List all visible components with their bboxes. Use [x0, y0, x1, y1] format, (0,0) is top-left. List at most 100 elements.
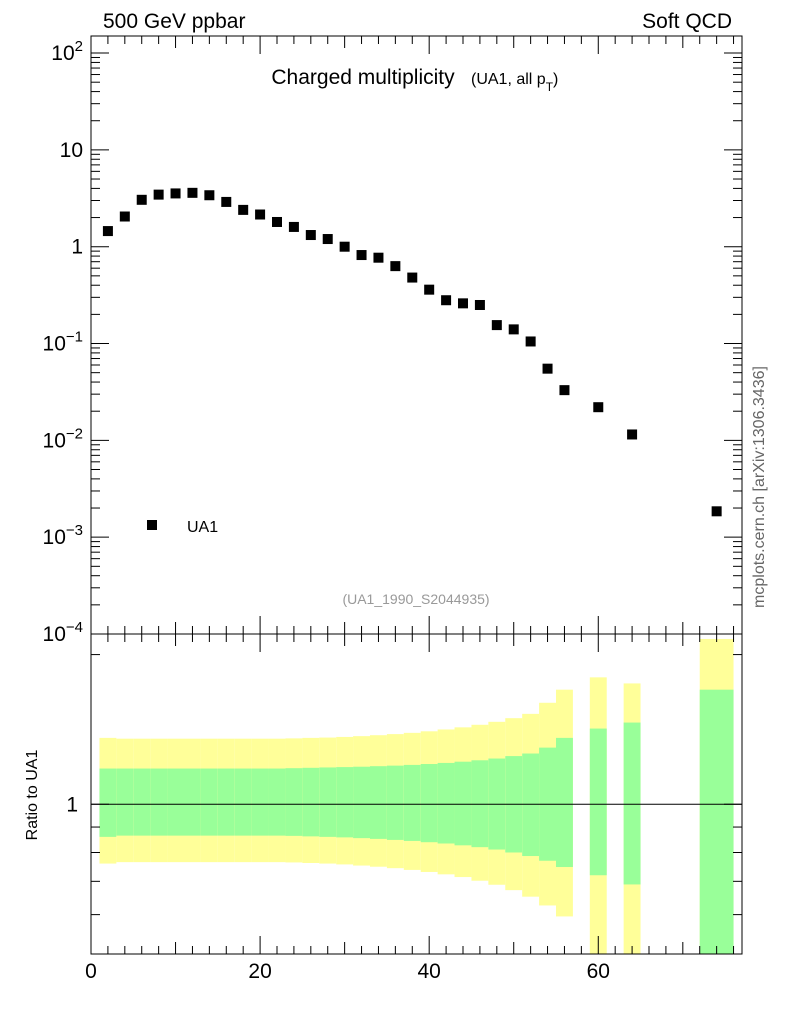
main-y-tick-label-base: 10	[43, 623, 66, 646]
analysis-watermark: (UA1_1990_S2044935)	[342, 591, 489, 607]
data-point-ua1-24	[508, 324, 519, 335]
ratio-inner-band-21	[454, 761, 472, 846]
ratio-inner-band-28	[589, 728, 607, 876]
ratio-inner-band-2	[133, 768, 151, 836]
data-point-ua1-19	[424, 284, 435, 295]
main-y-tick-label-exponent: −3	[66, 522, 83, 539]
main-y-tick-label-base: 10	[43, 333, 66, 356]
ratio-inner-band-16	[370, 766, 387, 839]
ratio-inner-band-11	[285, 768, 303, 836]
data-point-ua1-28	[593, 402, 604, 413]
ratio-inner-band-30	[699, 689, 734, 954]
data-point-ua1-11	[288, 221, 299, 232]
ratio-x-axis-ticks: 0 20 40 60	[85, 634, 735, 983]
data-point-ua1-5	[187, 187, 198, 198]
main-y-tick-label-exponent: 2	[75, 38, 83, 55]
main-data-marks	[102, 187, 722, 517]
data-point-ua1-27	[559, 385, 570, 396]
ratio-inner-band-13	[319, 767, 337, 837]
data-point-ua1-6	[204, 190, 215, 201]
ratio-inner-band-27	[556, 737, 573, 868]
ratio-inner-band-7	[217, 768, 235, 836]
main-y-tick-label-1: 10	[60, 139, 83, 162]
ratio-x-tick-label-1: 20	[248, 960, 271, 983]
ratio-inner-band-18	[403, 764, 421, 841]
data-point-ua1-23	[491, 320, 502, 331]
data-point-ua1-21	[458, 298, 468, 309]
data-point-ua1-29	[627, 429, 638, 440]
chart-subtitle-close: )	[553, 71, 558, 88]
data-point-ua1-25	[525, 336, 536, 347]
ratio-inner-band-8	[234, 768, 252, 836]
legend-marker-ua1	[147, 520, 157, 530]
main-y-tick-label-base: 1	[71, 236, 83, 259]
ratio-inner-band-9	[251, 768, 269, 836]
main-y-tick-label-0: 102	[51, 38, 83, 65]
ratio-inner-band-3	[150, 768, 168, 836]
ratio-inner-band-14	[336, 767, 354, 838]
data-point-ua1-7	[221, 196, 232, 207]
data-point-ua1-8	[238, 204, 249, 215]
data-point-ua1-9	[255, 209, 266, 220]
ratio-inner-band-20	[437, 762, 455, 844]
data-point-ua1-1	[119, 211, 130, 222]
data-point-ua1-4	[170, 188, 181, 199]
ratio-plot-panel: 1 0 20 40 60 Ratio to UA1	[24, 633, 743, 983]
header-left-label: 500 GeV ppbar	[103, 10, 245, 33]
ratio-inner-band-22	[471, 760, 489, 848]
data-point-ua1-3	[153, 189, 164, 200]
ratio-inner-band-1	[116, 768, 134, 836]
chart-title: Charged multiplicity	[271, 66, 455, 89]
data-point-ua1-30	[711, 506, 722, 517]
chart-subtitle-subscript: T	[546, 80, 554, 94]
main-y-tick-label-6: 10−4	[43, 619, 83, 646]
ratio-x-tick-label-0: 0	[85, 960, 97, 983]
ratio-inner-band-5	[184, 768, 201, 836]
main-y-tick-label-exponent: −1	[66, 329, 83, 346]
main-y-tick-label-base: 10	[43, 526, 66, 549]
ratio-x-tick-label-2: 40	[418, 960, 441, 983]
data-point-ua1-0	[102, 226, 113, 237]
ratio-y-tick-label-0: 1	[66, 793, 78, 816]
ratio-inner-band-29	[623, 722, 641, 885]
ratio-inner-band-19	[420, 764, 438, 843]
side-source-label: mcplots.cern.ch [arXiv:1306.3436]	[751, 366, 768, 608]
data-point-ua1-22	[474, 299, 485, 310]
ratio-inner-band-6	[200, 768, 218, 836]
main-y-tick-label-4: 10−2	[43, 425, 83, 452]
chart-subtitle-main: (UA1, all p	[471, 71, 546, 88]
main-y-tick-label-2: 1	[71, 236, 83, 259]
data-point-ua1-15	[356, 250, 367, 261]
data-point-ua1-18	[407, 272, 418, 283]
data-point-ua1-26	[542, 363, 553, 374]
data-point-ua1-13	[322, 234, 333, 245]
main-y-tick-label-exponent: −4	[66, 619, 83, 636]
ratio-inner-band-0	[99, 768, 117, 837]
ratio-inner-band-17	[386, 765, 404, 840]
data-point-ua1-2	[136, 194, 147, 205]
ratio-x-tick-label-3: 60	[587, 960, 610, 983]
main-y-tick-label-base: 10	[60, 139, 83, 162]
data-point-ua1-10	[272, 216, 282, 227]
data-point-ua1-14	[339, 241, 350, 252]
ratio-plot-frame	[90, 633, 743, 955]
chart-subtitle: (UA1, all pT)	[471, 71, 558, 94]
main-y-tick-label-5: 10−3	[43, 522, 83, 549]
main-y-tick-label-3: 10−1	[43, 329, 83, 356]
ratio-inner-band-10	[268, 768, 286, 836]
ratio-y-axis-label: Ratio to UA1	[24, 750, 41, 841]
legend-label-ua1: UA1	[187, 519, 218, 536]
ratio-inner-band-12	[302, 767, 320, 837]
main-y-tick-label-exponent: −2	[66, 425, 83, 442]
main-y-tick-label-base: 10	[51, 42, 74, 65]
data-point-ua1-17	[390, 261, 401, 272]
main-y-tick-label-base: 10	[43, 429, 66, 452]
header-right-label: Soft QCD	[642, 10, 732, 33]
data-point-ua1-12	[305, 230, 316, 241]
ratio-inner-band-4	[167, 768, 184, 836]
data-point-ua1-16	[373, 252, 384, 263]
data-point-ua1-20	[441, 295, 452, 306]
